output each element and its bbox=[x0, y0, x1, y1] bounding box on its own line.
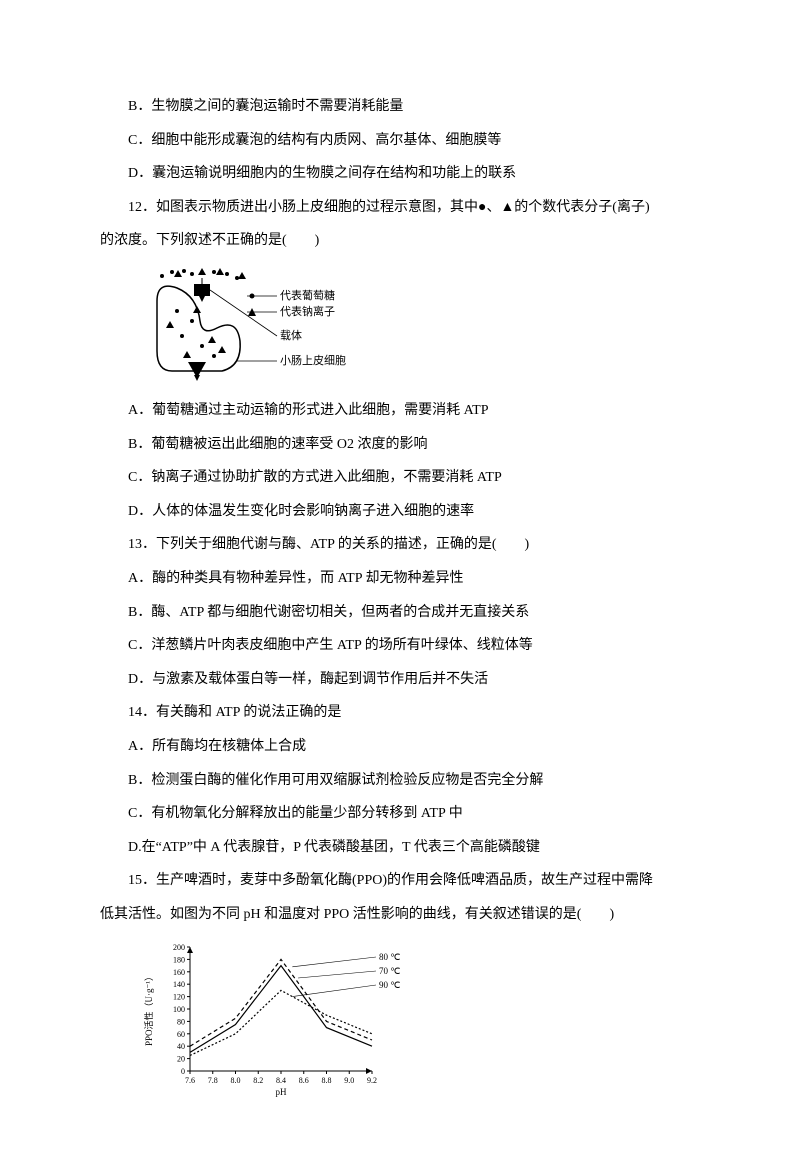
svg-text:9.2: 9.2 bbox=[367, 1076, 377, 1085]
q15-stem-line1: 15．生产啤酒时，麦芽中多酚氧化酶(PPO)的作用会降低啤酒品质，故生产过程中需… bbox=[100, 864, 700, 898]
q11-option-b: B．生物膜之间的囊泡运输时不需要消耗能量 bbox=[100, 90, 700, 124]
svg-text:80: 80 bbox=[177, 1018, 185, 1027]
q12-option-a: A．葡萄糖通过主动运输的形式进入此细胞，需要消耗 ATP bbox=[100, 394, 700, 428]
svg-text:pH: pH bbox=[276, 1087, 288, 1097]
svg-text:8.2: 8.2 bbox=[253, 1076, 263, 1085]
q12-option-b: B．葡萄糖被运出此细胞的速率受 O2 浓度的影响 bbox=[100, 428, 700, 462]
q15-stem-line2: 低其活性。如图为不同 pH 和温度对 PPO 活性影响的曲线，有关叙述错误的是(… bbox=[100, 898, 700, 932]
q13-stem: 13．下列关于细胞代谢与酶、ATP 的关系的描述，正确的是( ) bbox=[100, 528, 700, 562]
legend-na: 代表钠离子 bbox=[280, 304, 335, 318]
svg-text:120: 120 bbox=[173, 993, 185, 1002]
svg-text:0: 0 bbox=[181, 1067, 185, 1076]
q12-option-d: D．人体的体温发生变化时会影响钠离子进入细胞的速率 bbox=[100, 495, 700, 529]
svg-text:140: 140 bbox=[173, 981, 185, 990]
svg-text:200: 200 bbox=[173, 943, 185, 952]
svg-text:80 ℃: 80 ℃ bbox=[379, 952, 400, 962]
q14-option-a: A．所有酶均在核糖体上合成 bbox=[100, 730, 700, 764]
q13-option-b: B．酶、ATP 都与细胞代谢密切相关，但两者的合成并无直接关系 bbox=[100, 596, 700, 630]
svg-text:40: 40 bbox=[177, 1043, 185, 1052]
cell-diagram-svg: 代表葡萄糖 代表钠离子 载体 小肠上皮细胞 bbox=[142, 266, 372, 386]
q15-figure: 0 20 40 60 80 100 120 140 160 180 200 7.6 7.8 8.0 8.2 8… bbox=[142, 939, 700, 1099]
exam-page: B．生物膜之间的囊泡运输时不需要消耗能量 C．细胞中能形成囊泡的结构有内质网、高… bbox=[0, 0, 800, 1167]
svg-text:20: 20 bbox=[177, 1055, 185, 1064]
q14-option-b: B．检测蛋白酶的催化作用可用双缩脲试剂检验反应物是否完全分解 bbox=[100, 764, 700, 798]
svg-text:180: 180 bbox=[173, 956, 185, 965]
svg-text:100: 100 bbox=[173, 1005, 185, 1014]
q11-option-c: C．细胞中能形成囊泡的结构有内质网、高尔基体、细胞膜等 bbox=[100, 124, 700, 158]
q13-option-a: A．酶的种类具有物种差异性，而 ATP 却无物种差异性 bbox=[100, 562, 700, 596]
svg-text:8.4: 8.4 bbox=[276, 1076, 286, 1085]
svg-text:60: 60 bbox=[177, 1030, 185, 1039]
svg-text:70 ℃: 70 ℃ bbox=[379, 966, 400, 976]
q12-option-c: C．钠离子通过协助扩散的方式进入此细胞，不需要消耗 ATP bbox=[100, 461, 700, 495]
q13-option-d: D．与激素及载体蛋白等一样，酶起到调节作用后并不失活 bbox=[100, 663, 700, 697]
svg-text:160: 160 bbox=[173, 968, 185, 977]
svg-text:7.8: 7.8 bbox=[208, 1076, 218, 1085]
svg-text:9.0: 9.0 bbox=[344, 1076, 354, 1085]
q14-option-c: C．有机物氧化分解释放出的能量少部分转移到 ATP 中 bbox=[100, 797, 700, 831]
ppo-chart-svg: 0 20 40 60 80 100 120 140 160 180 200 7.6 7.8 8.0 8.2 8… bbox=[142, 939, 442, 1099]
legend-glucose: 代表葡萄糖 bbox=[280, 288, 335, 302]
q14-option-d: D.在“ATP”中 A 代表腺苷，P 代表磷酸基团，T 代表三个高能磷酸键 bbox=[100, 831, 700, 865]
svg-text:8.6: 8.6 bbox=[299, 1076, 309, 1085]
svg-text:90 ℃: 90 ℃ bbox=[379, 980, 400, 990]
legend-cell: 小肠上皮细胞 bbox=[280, 354, 346, 367]
q12-figure: 代表葡萄糖 代表钠离子 载体 小肠上皮细胞 bbox=[142, 266, 700, 386]
svg-text:7.6: 7.6 bbox=[185, 1076, 195, 1085]
q14-stem: 14．有关酶和 ATP 的说法正确的是 bbox=[100, 696, 700, 730]
svg-text:8.0: 8.0 bbox=[231, 1076, 241, 1085]
legend-carrier: 载体 bbox=[280, 328, 302, 342]
q12-stem-line2: 的浓度。下列叙述不正确的是( ) bbox=[100, 224, 700, 258]
q13-option-c: C．洋葱鳞片叶肉表皮细胞中产生 ATP 的场所有叶绿体、线粒体等 bbox=[100, 629, 700, 663]
q11-option-d: D．囊泡运输说明细胞内的生物膜之间存在结构和功能上的联系 bbox=[100, 157, 700, 191]
q12-stem-line1: 12．如图表示物质进出小肠上皮细胞的过程示意图，其中●、▲的个数代表分子(离子) bbox=[100, 191, 700, 225]
svg-text:PPO活性（U·g⁻¹）: PPO活性（U·g⁻¹） bbox=[143, 972, 154, 1046]
svg-text:8.8: 8.8 bbox=[322, 1076, 332, 1085]
